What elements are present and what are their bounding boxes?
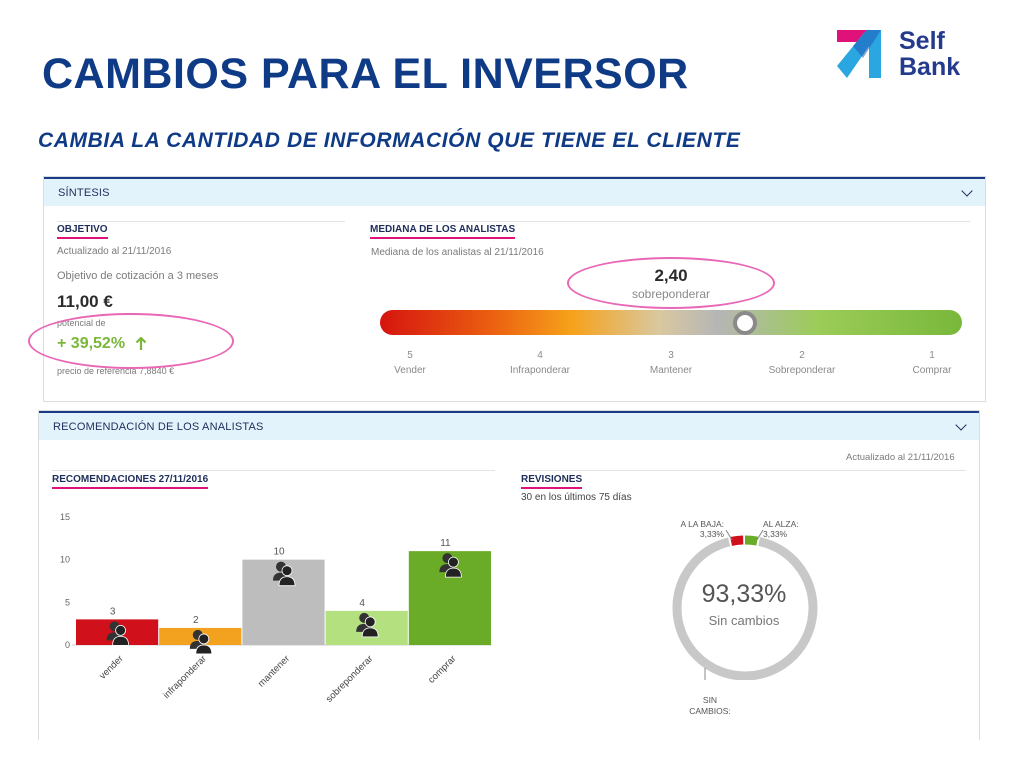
up-leader-line xyxy=(756,530,764,541)
user-group-icon xyxy=(189,629,213,655)
objective-updated: Actualizado al 21/11/2016 xyxy=(57,246,172,257)
recommendation-panel: RECOMENDACIÓN DE LOS ANALISTAS xyxy=(38,410,980,740)
scale-item-mantener: 3 Mantener xyxy=(626,348,716,378)
donut-down-legend: A LA BAJA: 3,33% xyxy=(650,519,724,539)
donut-center-value: 93,33% xyxy=(701,580,787,608)
reference-price: precio de referencia 7,8840 € xyxy=(57,366,175,376)
revisions-rule xyxy=(521,470,966,471)
scale-label: Sobreponderar xyxy=(768,365,836,376)
donut-bottom-legend: SIN CAMBIOS: xyxy=(670,695,750,717)
median-rule xyxy=(370,221,970,222)
y-tick-label: 0 xyxy=(65,640,70,650)
donut-segment-unchanged xyxy=(672,535,818,680)
chevron-down-icon[interactable] xyxy=(961,184,973,197)
scale-item-infraponderar: 4 Infraponderar xyxy=(495,348,585,378)
bar-value-label: 4 xyxy=(359,598,365,609)
synthesis-header[interactable]: SÍNTESIS xyxy=(44,177,985,206)
selfbank-logo-icon xyxy=(837,30,881,78)
scale-number: 4 xyxy=(537,350,543,361)
category-label: sobreponderar xyxy=(324,653,375,704)
recommendation-header[interactable]: RECOMENDACIÓN DE LOS ANALISTAS xyxy=(39,411,979,440)
donut-down-label: A LA BAJA: xyxy=(680,519,724,529)
scale-item-comprar: 1 Comprar xyxy=(887,348,977,378)
scale-item-vender: 5 Vender xyxy=(365,348,455,378)
donut-up-label: AL ALZA: xyxy=(763,519,799,529)
donut-up-value: 3,33% xyxy=(763,529,788,539)
bar-value-label: 3 xyxy=(110,606,116,617)
objective-target-label: Objetivo de cotización a 3 meses xyxy=(57,270,219,282)
scale-item-sobreponderar: 2 Sobreponderar xyxy=(757,348,847,378)
revisions-title: REVISIONES xyxy=(521,474,583,489)
bar-value-label: 11 xyxy=(440,538,451,549)
scale-number: 3 xyxy=(668,350,674,361)
user-group-icon xyxy=(356,612,379,638)
revisions-donut-chart xyxy=(672,530,818,680)
logo-wordmark: Self Bank xyxy=(899,28,960,80)
objective-rule xyxy=(57,221,345,222)
y-tick-label: 15 xyxy=(60,512,70,522)
recommendations-bar-chart: 0 5 10 15 3 vender 2 infraponderar 10 mantener 4 so… xyxy=(60,512,492,705)
donut-center-label: Sin cambios xyxy=(708,613,780,628)
logo-line-2: Bank xyxy=(899,53,961,81)
recommendation-header-title: RECOMENDACIÓN DE LOS ANALISTAS xyxy=(53,420,264,433)
category-label: mantener xyxy=(256,653,292,689)
user-group-icon xyxy=(273,561,296,587)
recs-rule xyxy=(52,470,495,471)
down-leader-line xyxy=(725,530,733,541)
recommendation-updated: Actualizado al 21/11/2016 xyxy=(846,452,955,463)
slide-subtitle: CAMBIA LA CANTIDAD DE INFORMACIÓN QUE TI… xyxy=(38,129,741,152)
median-subtitle: Mediana de los analistas al 21/11/2016 xyxy=(371,247,544,258)
median-slider-knob xyxy=(733,311,757,335)
chevron-down-icon[interactable] xyxy=(955,418,967,431)
scale-number: 1 xyxy=(929,350,935,361)
selfbank-logo: Self Bank xyxy=(835,28,985,84)
slide-title: CAMBIOS PARA EL INVERSOR xyxy=(42,50,689,98)
synthesis-header-title: SÍNTESIS xyxy=(58,186,110,199)
scale-number: 2 xyxy=(799,350,805,361)
highlight-ellipse-potential xyxy=(28,313,234,369)
donut-bottom-label-1: SIN xyxy=(702,695,718,705)
category-label: vender xyxy=(97,653,125,681)
recommendation-gradient-bar xyxy=(380,310,962,335)
donut-down-value: 3,33% xyxy=(699,529,724,539)
bar-value-label: 10 xyxy=(273,547,285,558)
objective-target-value: 11,00 € xyxy=(57,292,113,311)
user-group-icon xyxy=(439,553,462,578)
scale-label: Comprar xyxy=(912,365,952,376)
logo-line-1: Self xyxy=(899,27,945,55)
user-group-icon xyxy=(106,621,130,646)
median-title: MEDIANA DE LOS ANALISTAS xyxy=(370,224,516,239)
objective-title: OBJETIVO xyxy=(57,224,108,239)
scale-label: Infraponderar xyxy=(509,365,571,376)
donut-segment-up xyxy=(672,535,818,680)
category-label: infraponderar xyxy=(161,653,209,701)
scale-number: 5 xyxy=(407,350,413,361)
scale-label: Mantener xyxy=(649,365,693,376)
bar-value-label: 2 xyxy=(193,615,199,626)
y-tick-label: 5 xyxy=(65,597,70,607)
donut-up-legend: AL ALZA: 3,33% xyxy=(763,519,833,539)
recs-title: RECOMENDACIONES 27/11/2016 xyxy=(52,474,209,489)
donut-bottom-label-2: CAMBIOS: xyxy=(689,706,731,716)
highlight-ellipse-median xyxy=(567,257,775,309)
y-tick-label: 10 xyxy=(60,555,70,565)
synthesis-panel: SÍNTESIS xyxy=(43,176,986,402)
category-label: comprar xyxy=(426,653,458,685)
revisions-subtitle: 30 en los últimos 75 días xyxy=(521,492,632,503)
scale-label: Vender xyxy=(394,365,426,376)
